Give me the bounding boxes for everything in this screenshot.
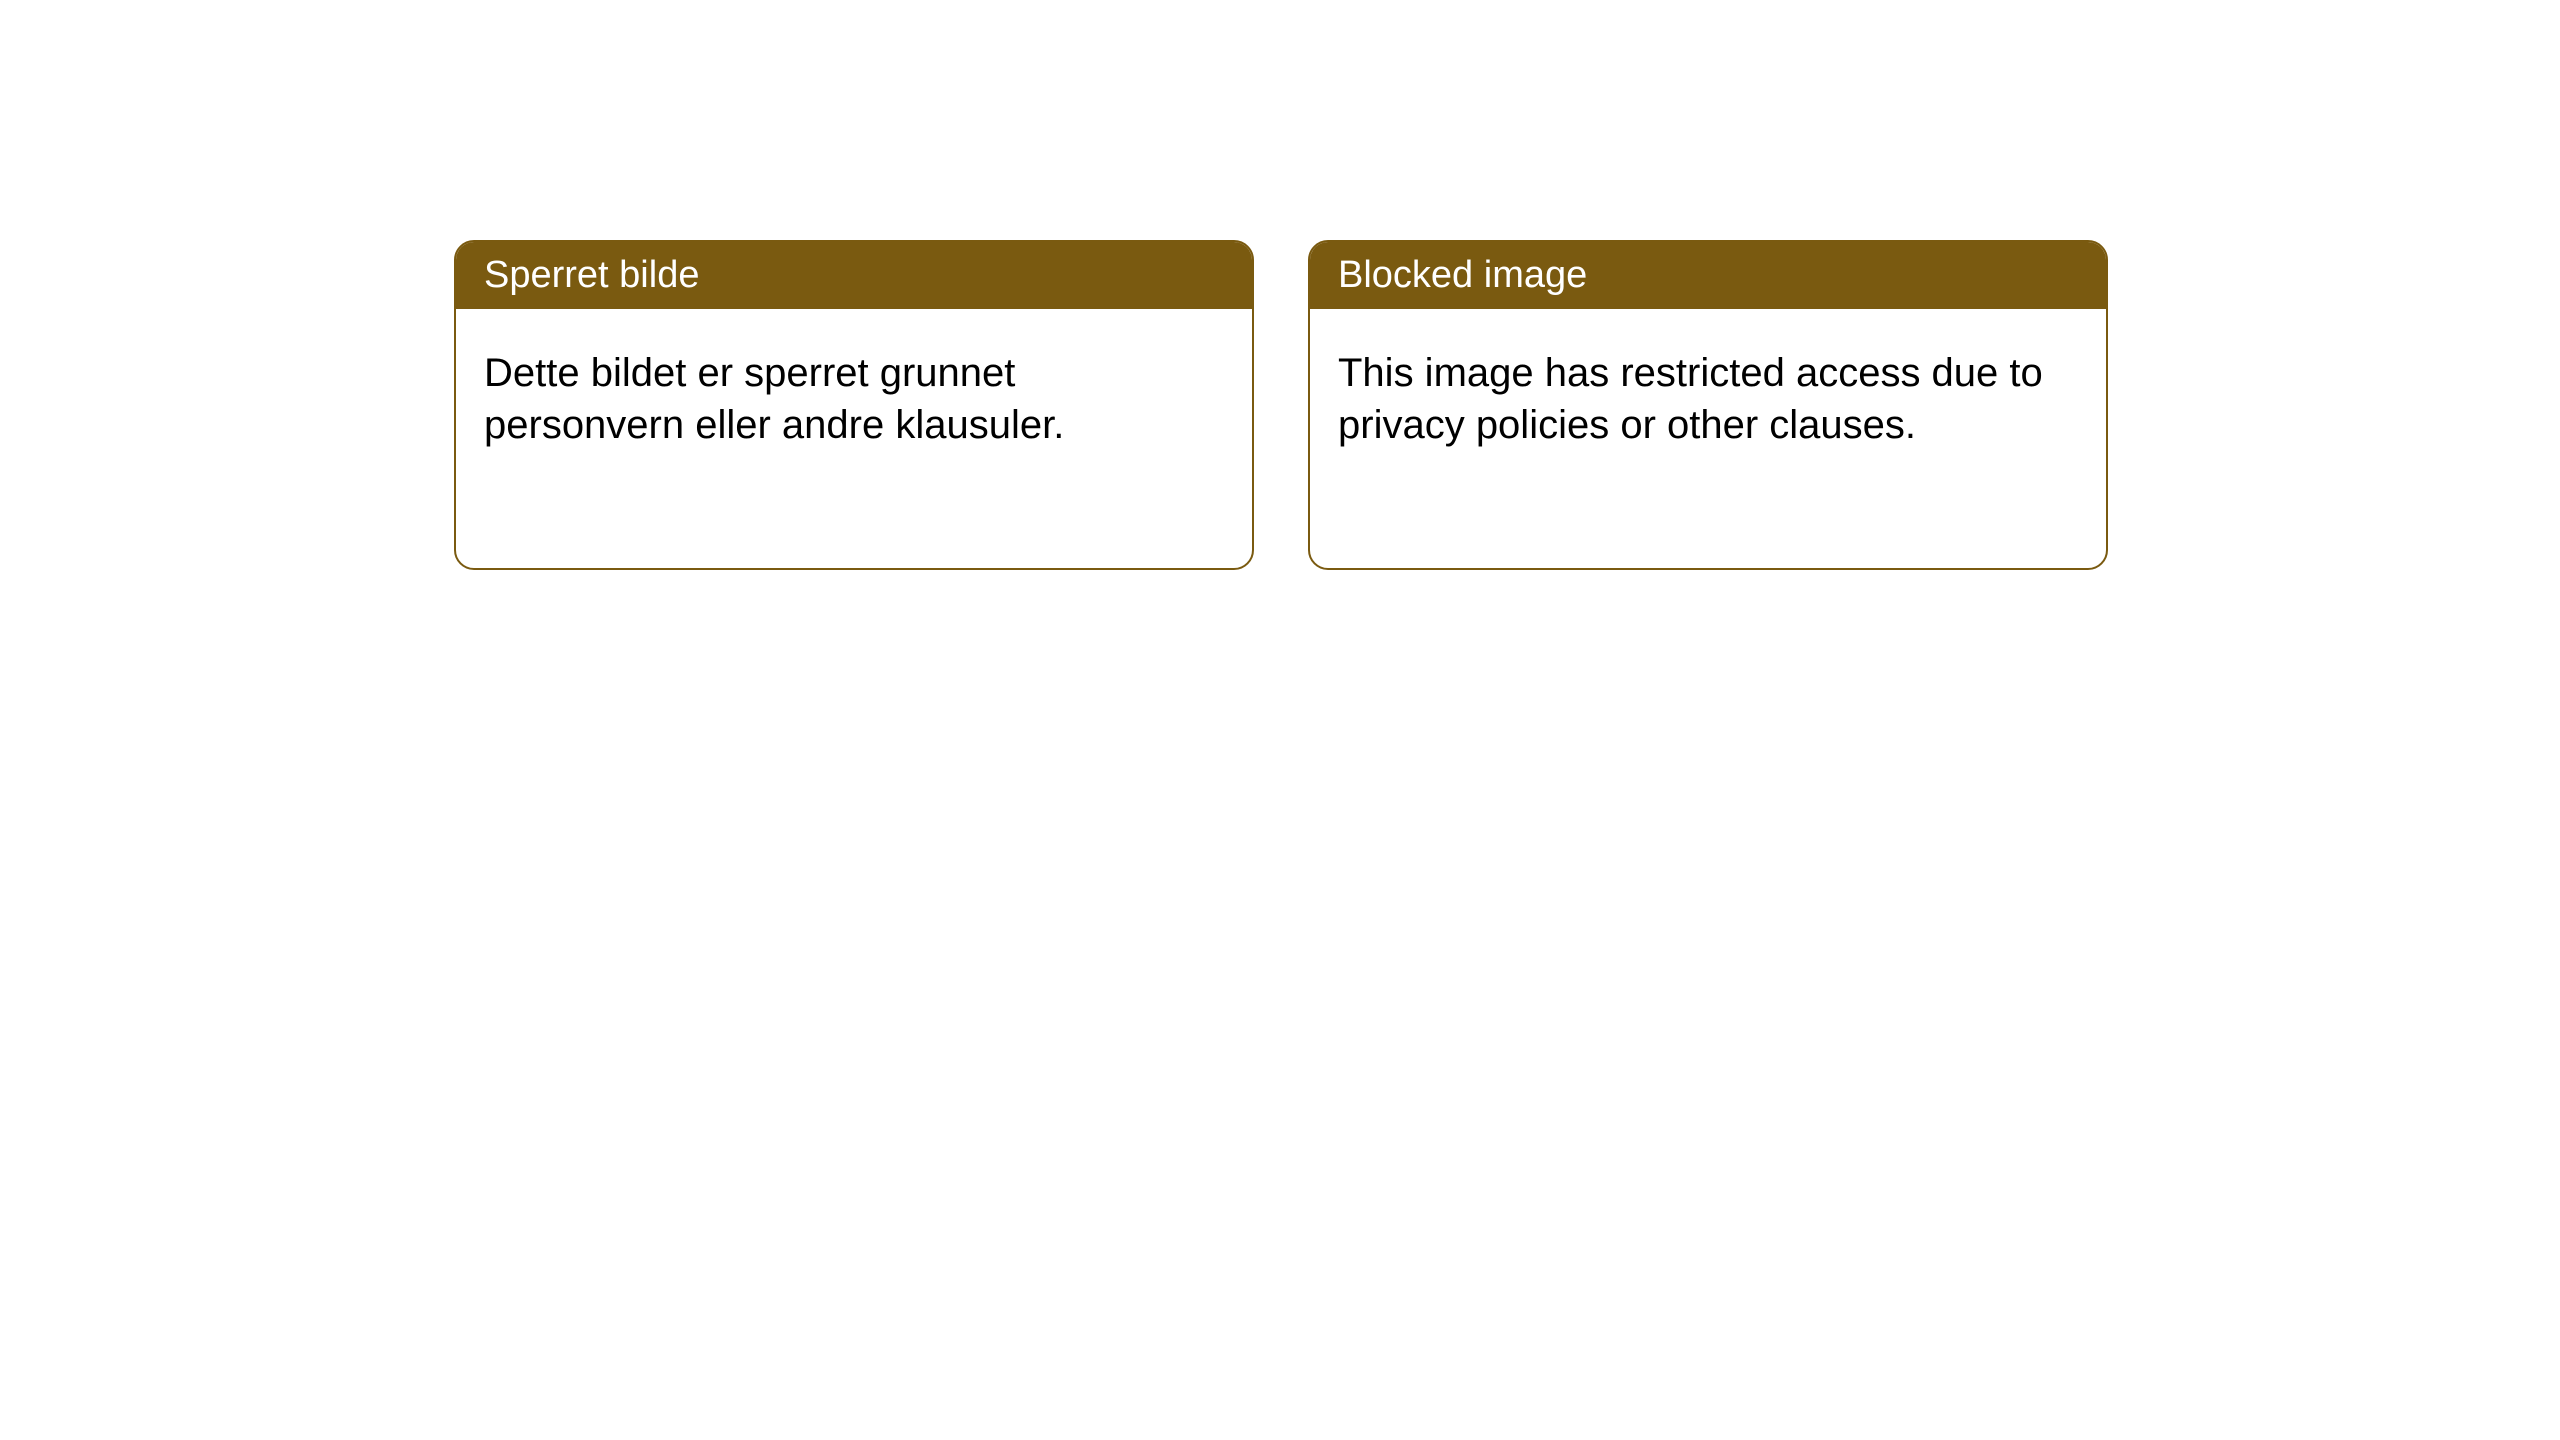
notice-card-norwegian: Sperret bilde Dette bildet er sperret gr…: [454, 240, 1254, 570]
notice-card-text: Dette bildet er sperret grunnet personve…: [484, 351, 1064, 447]
notice-card-text: This image has restricted access due to …: [1338, 351, 2043, 447]
notice-card-header: Blocked image: [1310, 242, 2106, 309]
notice-card-header: Sperret bilde: [456, 242, 1252, 309]
notice-card-body: This image has restricted access due to …: [1310, 309, 2106, 489]
notice-card-body: Dette bildet er sperret grunnet personve…: [456, 309, 1252, 489]
notice-card-title: Blocked image: [1338, 254, 1587, 296]
notice-card-english: Blocked image This image has restricted …: [1308, 240, 2108, 570]
notice-container: Sperret bilde Dette bildet er sperret gr…: [0, 0, 2560, 570]
notice-card-title: Sperret bilde: [484, 254, 699, 296]
